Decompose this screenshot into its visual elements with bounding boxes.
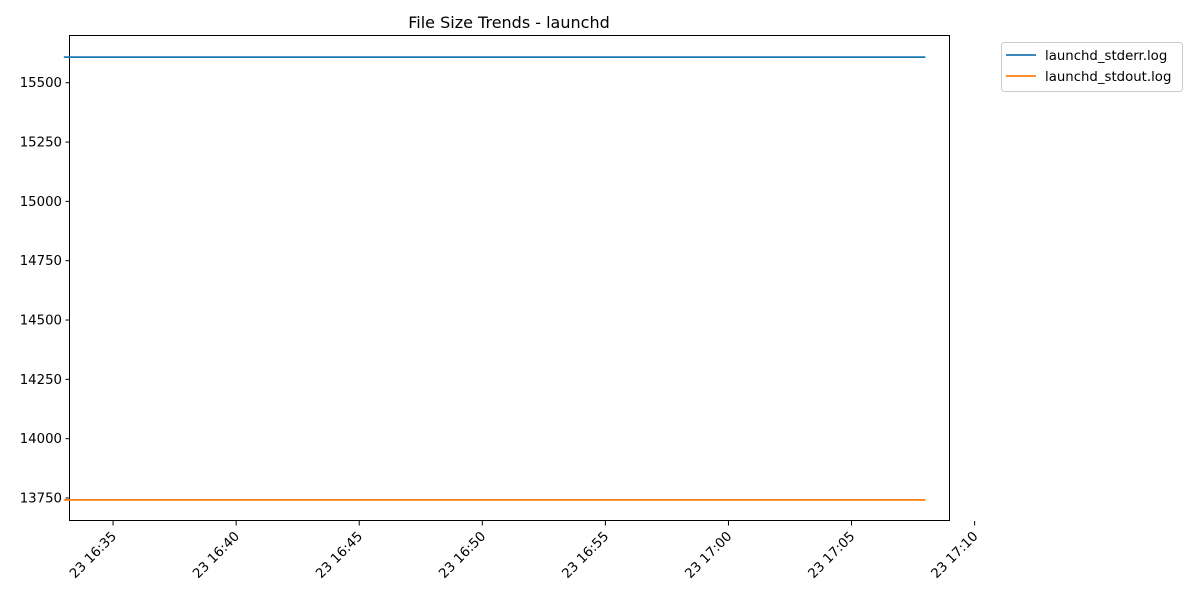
y-tick-label: 14500 [20, 314, 62, 329]
y-tick-label: 14250 [20, 373, 62, 388]
y-tick-label: 13750 [20, 491, 62, 506]
x-tick-label: 23 16:45 [313, 529, 366, 582]
x-tick-label: 23 17:00 [683, 529, 736, 582]
legend-label: launchd_stderr.log [1045, 49, 1167, 64]
legend-label: launchd_stdout.log [1045, 70, 1171, 85]
x-tick-label: 23 16:40 [190, 529, 243, 582]
y-tick-label: 14000 [20, 432, 62, 447]
y-axis: 13750 14000 14250 14500 14750 15000 15250 15500 [20, 76, 70, 506]
legend: launchd_stderr.log launchd_stdout.log [1001, 42, 1183, 92]
x-axis: 23 16:35 23 16:40 23 16:45 23 16:50 23 16:55… [67, 521, 981, 582]
y-tick-label: 15250 [20, 136, 62, 151]
y-tick-label: 15500 [20, 76, 62, 91]
x-tick-label: 23 16:35 [67, 529, 120, 582]
chart-title: File Size Trends - launchd [408, 13, 609, 32]
x-tick-label: 23 17:05 [806, 529, 859, 582]
y-tick-label: 14750 [20, 254, 62, 269]
x-tick-label: 23 17:10 [929, 529, 982, 582]
y-tick-label: 15000 [20, 195, 62, 210]
x-tick-label: 23 16:55 [560, 529, 613, 582]
plot-area [69, 35, 950, 521]
legend-box [1001, 42, 1183, 92]
series-lines [63, 56, 926, 501]
x-tick-label: 23 16:50 [436, 529, 489, 582]
